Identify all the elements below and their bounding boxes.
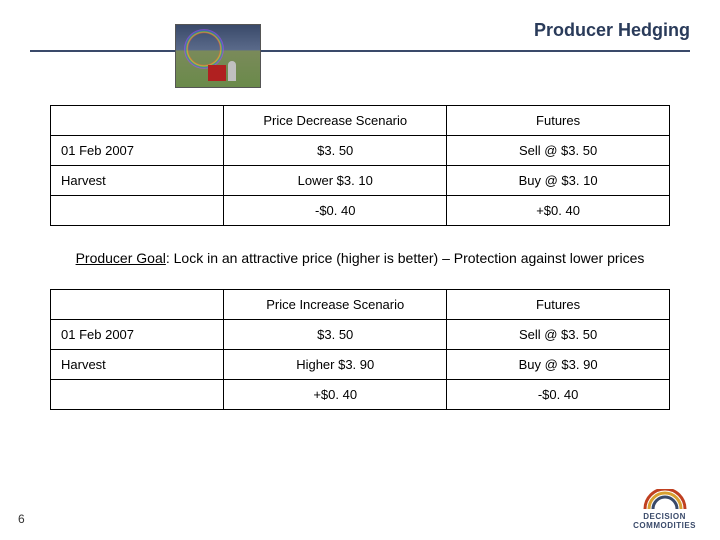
- logo-line1: DECISION: [633, 512, 696, 521]
- header-rule: [30, 50, 690, 52]
- farm-rainbow-image: [175, 24, 261, 88]
- header-futures: Futures: [447, 290, 670, 320]
- table-row: Harvest Lower $3. 10 Buy @ $3. 10: [51, 166, 670, 196]
- page-number: 6: [18, 512, 25, 526]
- table-row: 01 Feb 2007 $3. 50 Sell @ $3. 50: [51, 320, 670, 350]
- logo-line2: COMMODITIES: [633, 521, 696, 530]
- goal-lead: Producer Goal: [76, 250, 166, 266]
- logo-arcs-icon: [640, 489, 690, 511]
- producer-goal-text: Producer Goal: Lock in an attractive pri…: [40, 248, 680, 269]
- decision-commodities-logo: DECISION COMMODITIES: [633, 489, 696, 530]
- header-futures: Futures: [447, 106, 670, 136]
- price-decrease-table: Price Decrease Scenario Futures 01 Feb 2…: [50, 105, 670, 226]
- table-row: 01 Feb 2007 $3. 50 Sell @ $3. 50: [51, 136, 670, 166]
- table-row: Harvest Higher $3. 90 Buy @ $3. 90: [51, 350, 670, 380]
- table-header-row: Price Increase Scenario Futures: [51, 290, 670, 320]
- table-header-row: Price Decrease Scenario Futures: [51, 106, 670, 136]
- goal-rest: : Lock in an attractive price (higher is…: [166, 250, 645, 266]
- table-row: -$0. 40 +$0. 40: [51, 196, 670, 226]
- table-row: +$0. 40 -$0. 40: [51, 380, 670, 410]
- page-title: Producer Hedging: [534, 20, 690, 41]
- price-increase-table: Price Increase Scenario Futures 01 Feb 2…: [50, 289, 670, 410]
- header-blank: [51, 290, 224, 320]
- slide-header: Producer Hedging: [0, 0, 720, 105]
- header-scenario: Price Decrease Scenario: [224, 106, 447, 136]
- header-scenario: Price Increase Scenario: [224, 290, 447, 320]
- header-blank: [51, 106, 224, 136]
